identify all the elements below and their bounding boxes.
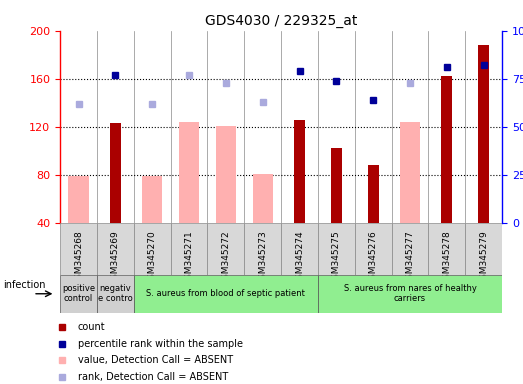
- Bar: [253, 174, 273, 223]
- Bar: [60, 223, 97, 275]
- Bar: [318, 223, 355, 275]
- Text: infection: infection: [3, 280, 46, 290]
- Text: positive
control: positive control: [62, 284, 95, 303]
- Bar: [69, 176, 89, 223]
- Bar: [170, 223, 208, 275]
- Bar: [465, 223, 502, 275]
- Bar: [331, 148, 342, 223]
- Bar: [142, 176, 162, 223]
- Text: count: count: [77, 322, 105, 332]
- Text: S. aureus from blood of septic patient: S. aureus from blood of septic patient: [146, 289, 305, 298]
- Bar: [355, 223, 392, 275]
- Text: GSM345277: GSM345277: [405, 230, 415, 285]
- Bar: [294, 119, 305, 223]
- Text: percentile rank within the sample: percentile rank within the sample: [77, 339, 243, 349]
- Bar: [318, 275, 502, 313]
- Bar: [134, 275, 318, 313]
- Bar: [392, 223, 428, 275]
- Text: GSM345274: GSM345274: [295, 230, 304, 285]
- Bar: [179, 122, 199, 223]
- Text: GSM345275: GSM345275: [332, 230, 341, 285]
- Bar: [368, 165, 379, 223]
- Text: GSM345276: GSM345276: [369, 230, 378, 285]
- Text: GSM345279: GSM345279: [479, 230, 488, 285]
- Bar: [478, 45, 489, 223]
- Text: value, Detection Call = ABSENT: value, Detection Call = ABSENT: [77, 356, 233, 366]
- Bar: [428, 223, 465, 275]
- Text: GSM345272: GSM345272: [221, 230, 230, 285]
- Text: S. aureus from nares of healthy
carriers: S. aureus from nares of healthy carriers: [344, 284, 476, 303]
- Bar: [60, 275, 97, 313]
- Bar: [97, 275, 134, 313]
- Text: negativ
e contro: negativ e contro: [98, 284, 133, 303]
- Bar: [97, 223, 134, 275]
- Title: GDS4030 / 229325_at: GDS4030 / 229325_at: [205, 14, 357, 28]
- Text: GSM345271: GSM345271: [185, 230, 194, 285]
- Bar: [244, 223, 281, 275]
- Bar: [441, 76, 452, 223]
- Bar: [134, 223, 170, 275]
- Bar: [216, 126, 236, 223]
- Text: GSM345269: GSM345269: [111, 230, 120, 285]
- Bar: [110, 123, 121, 223]
- Bar: [281, 223, 318, 275]
- Bar: [208, 223, 244, 275]
- Bar: [400, 122, 420, 223]
- Text: GSM345270: GSM345270: [147, 230, 157, 285]
- Text: GSM345273: GSM345273: [258, 230, 267, 285]
- Text: GSM345268: GSM345268: [74, 230, 83, 285]
- Text: GSM345278: GSM345278: [442, 230, 451, 285]
- Text: rank, Detection Call = ABSENT: rank, Detection Call = ABSENT: [77, 372, 228, 382]
